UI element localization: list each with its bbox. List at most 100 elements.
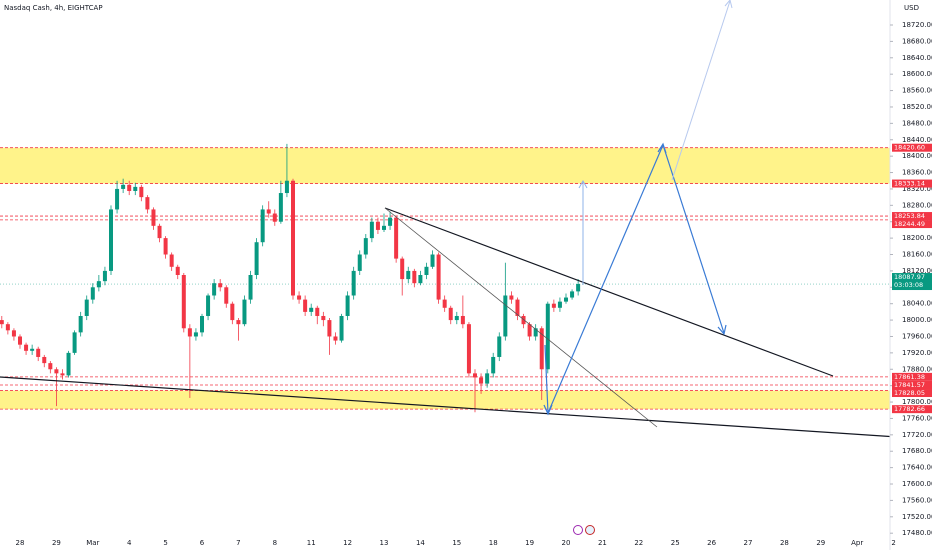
candle-body xyxy=(200,315,204,333)
candle-body xyxy=(30,348,35,351)
y-tick-label: 18160.00 xyxy=(902,251,932,259)
candle-body xyxy=(236,320,241,325)
candle-body xyxy=(545,303,550,370)
candle-body xyxy=(315,307,320,316)
candle-body xyxy=(309,307,314,312)
candle-body xyxy=(48,363,53,370)
candle-body xyxy=(570,291,575,298)
candle-body xyxy=(551,303,556,308)
arrow-head xyxy=(543,142,727,416)
y-tick-label: 18400.00 xyxy=(902,152,932,160)
candle-body xyxy=(400,258,405,280)
candle-body xyxy=(424,266,429,275)
candle-body xyxy=(418,275,423,284)
candle-body xyxy=(78,315,83,333)
candle-body xyxy=(491,356,496,374)
y-tick-label: 18120.00 xyxy=(902,267,932,275)
event-icon[interactable] xyxy=(585,525,595,535)
x-tick-label: 4 xyxy=(127,539,132,547)
y-tick-label: 18040.00 xyxy=(902,300,932,308)
level-label-box xyxy=(892,381,932,390)
candle-body xyxy=(36,348,41,357)
candle-body xyxy=(266,209,271,214)
candle-body xyxy=(509,295,514,300)
x-tick-label: 13 xyxy=(380,539,389,547)
candle-body xyxy=(284,180,289,194)
candle-body xyxy=(369,221,374,239)
trend-line xyxy=(0,376,898,438)
candle-body xyxy=(291,180,295,296)
x-tick-label: 2 xyxy=(891,539,895,547)
x-tick-label: 5 xyxy=(163,539,167,547)
candle-body xyxy=(539,328,544,370)
event-icon[interactable] xyxy=(573,525,583,535)
level-label: 17782.66 xyxy=(894,405,925,413)
candle-body xyxy=(466,324,471,374)
projection-path xyxy=(671,0,731,181)
candle-body xyxy=(394,217,399,259)
candle-body xyxy=(175,266,180,275)
level-label-box xyxy=(892,220,932,229)
candle-body xyxy=(327,320,332,337)
y-tick-label: 18280.00 xyxy=(902,201,932,209)
zone xyxy=(0,147,890,184)
level-label-box xyxy=(892,405,932,414)
level-label: 17861.38 xyxy=(894,373,925,381)
candle-body xyxy=(303,299,308,312)
x-axis: 28 29 Mar 4 5 6 7 8 11 12 13 14 15 18 19 20 21 22 25 26 27 28… xyxy=(16,539,896,547)
candle-body xyxy=(260,209,265,243)
candle-body xyxy=(527,324,532,337)
candle-body xyxy=(11,330,16,337)
current-price-box xyxy=(892,273,932,291)
candle-body xyxy=(212,283,217,296)
y-tick-label: 17480.00 xyxy=(902,529,932,537)
drawings xyxy=(0,0,898,438)
y-tick-label: 17760.00 xyxy=(902,414,932,422)
candle-body xyxy=(133,186,138,191)
candle-body xyxy=(351,270,356,296)
candle-body xyxy=(115,188,120,210)
x-tick-label: 20 xyxy=(562,539,571,547)
candle-body xyxy=(436,254,441,300)
candle-body xyxy=(363,238,368,255)
x-tick-label: 22 xyxy=(634,539,643,547)
candle-body xyxy=(145,197,150,210)
x-tick-label: 14 xyxy=(416,539,425,547)
y-tick-label: 17880.00 xyxy=(902,365,932,373)
candle-body xyxy=(157,225,162,239)
y-tick-label: 18520.00 xyxy=(902,103,932,111)
x-tick-label: 27 xyxy=(744,539,753,547)
candle-body xyxy=(54,369,59,374)
y-tick-label: 17640.00 xyxy=(902,464,932,472)
x-tick-label: 18 xyxy=(489,539,498,547)
trend-line xyxy=(384,207,834,377)
candle-body xyxy=(442,299,447,308)
y-tick-label: 18600.00 xyxy=(902,70,932,78)
candle-body xyxy=(448,307,453,321)
candle-body xyxy=(151,209,156,226)
arrow-head xyxy=(724,0,733,9)
projection-path xyxy=(544,143,725,414)
candle-body xyxy=(187,328,192,337)
x-tick-label: 21 xyxy=(598,539,607,547)
y-tick-label: 17720.00 xyxy=(902,431,932,439)
level-label: 17828.05 xyxy=(894,389,925,397)
candle-body xyxy=(254,242,259,275)
x-tick-label: 15 xyxy=(452,539,461,547)
candle-body xyxy=(473,373,477,378)
zone xyxy=(0,390,890,410)
candle-body xyxy=(84,299,89,316)
candle-body xyxy=(321,315,326,321)
candle-body xyxy=(181,275,186,329)
candle-body xyxy=(102,270,107,282)
x-tick-label: Mar xyxy=(86,539,99,547)
level-label-box xyxy=(892,389,932,398)
level-label-box xyxy=(892,212,932,221)
y-tick-label: 17600.00 xyxy=(902,480,932,488)
candle-body xyxy=(60,373,65,376)
candle-body xyxy=(533,328,538,337)
candle-body xyxy=(479,377,484,384)
candle-body xyxy=(557,301,562,308)
x-tick-label: 29 xyxy=(52,539,61,547)
candle-body xyxy=(42,356,47,364)
